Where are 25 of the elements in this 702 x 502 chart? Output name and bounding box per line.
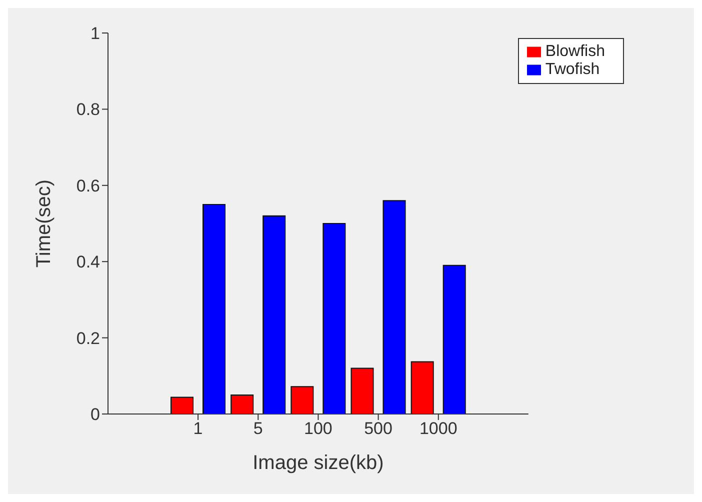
x-tick-label: 100 [304,419,332,438]
bar [202,204,226,414]
x-tick-label: 5 [253,419,263,438]
x-tick-label: 1000 [419,419,458,438]
bar [382,200,406,414]
legend-label: Twofish [545,61,600,78]
y-tick-label: 0.4 [76,252,100,272]
bar [410,361,434,414]
y-tick-label: 0 [90,405,100,424]
bar [322,223,346,414]
x-axis-title: Image size(kb) [252,452,384,474]
bar [442,264,466,414]
legend-label: Blowfish [545,43,605,60]
y-axis-title: Time(sec) [33,179,56,268]
bar [262,215,286,414]
x-tick-label: 500 [364,419,392,438]
y-tick-label: 0.6 [76,176,100,196]
bar [170,396,194,414]
bar [230,394,254,414]
y-tick-label: 1 [90,24,100,44]
bar [290,386,314,414]
y-tick-label: 0.2 [76,328,100,348]
x-tick-label: 1 [193,419,203,438]
y-tick-label: 0.8 [76,100,100,120]
bar [350,368,374,414]
